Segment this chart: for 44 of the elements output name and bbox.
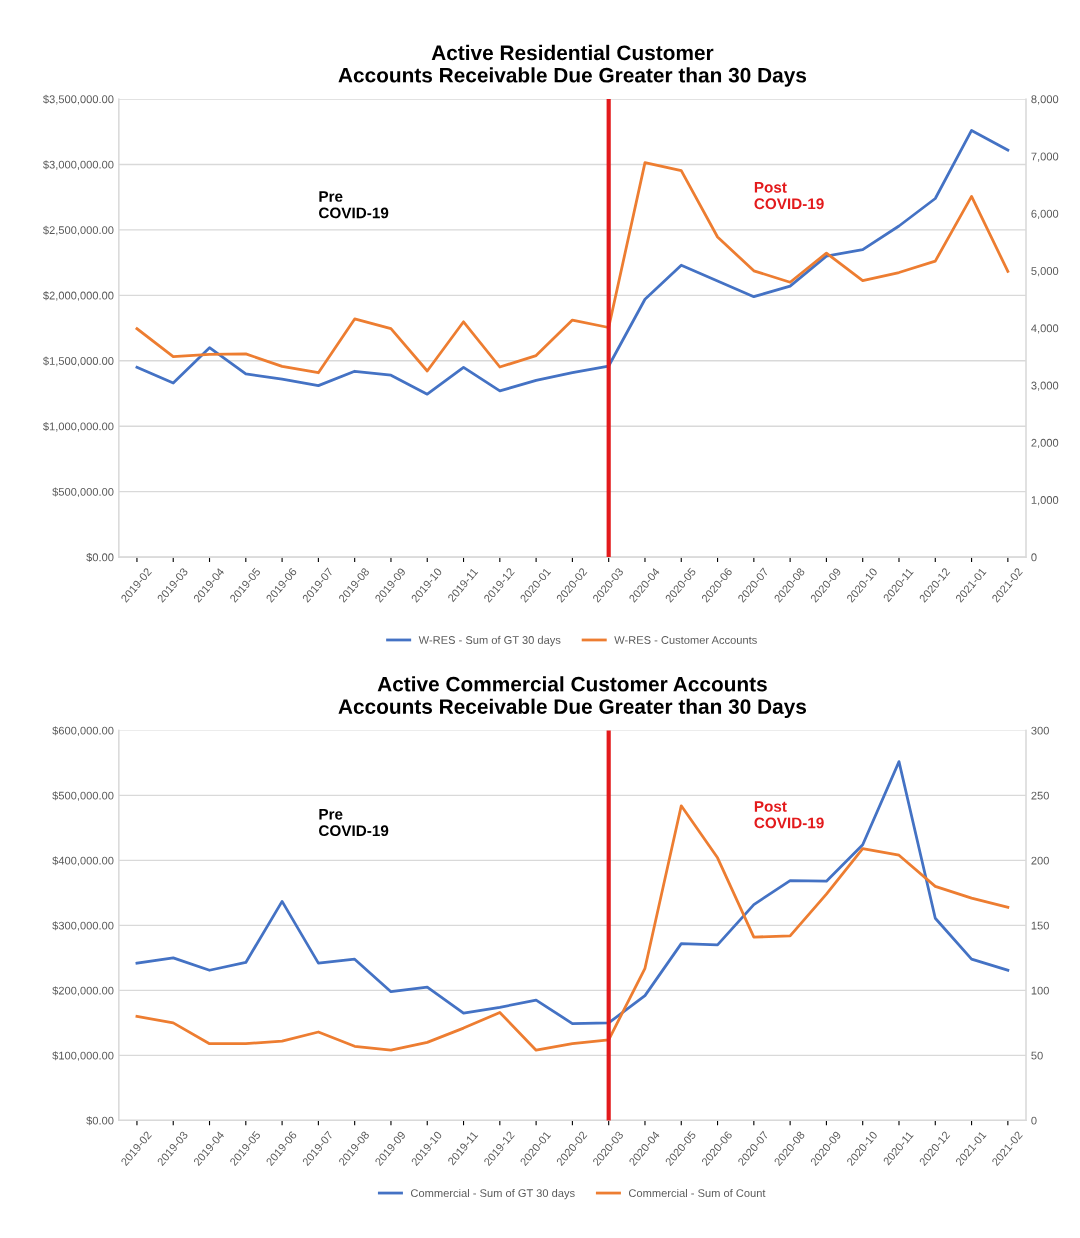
y2-tick-label: 6,000 [1031,209,1059,219]
y2-tick-label: 8,000 [1031,95,1059,105]
y-tick-label: $2,500,000.00 [43,225,114,236]
y2-tick-label: 0 [1031,1116,1037,1125]
legend-label: Commercial - Sum of GT 30 days [410,1188,575,1200]
y-tick-label: $600,000.00 [52,726,114,736]
y-tick-label: $100,000.00 [52,1051,114,1061]
y-tick-label: $2,000,000.00 [43,291,114,301]
annotation: Post COVID-19 [754,801,824,829]
y2-tick-label: 3,000 [1031,381,1059,391]
legend-label: W-RES - Sum of GT 30 days [418,635,561,647]
legend-label: W-RES - Customer Accounts [614,636,757,644]
y2-tick-label: 200 [1031,856,1049,865]
y-tick-label: $0.00 [86,552,114,562]
y-tick-label: $200,000.00 [52,986,114,996]
annotation: Post COVID-19 [754,182,824,210]
y-tick-label: $500,000.00 [52,791,114,801]
y-tick-label: $0.00 [86,1116,114,1126]
legend-label: Commercial - Sum of Count [628,1188,766,1198]
y2-tick-label: 150 [1031,921,1049,930]
y2-tick-label: 50 [1031,1051,1043,1060]
y2-tick-label: 250 [1031,791,1049,800]
y-tick-label: $300,000.00 [52,921,114,931]
y-tick-label: $3,000,000.00 [43,160,114,170]
y2-tick-label: 2,000 [1031,438,1059,449]
y2-tick-label: 0 [1031,553,1037,562]
y-tick-label: $1,000,000.00 [43,422,114,432]
chart-title: Active Residential Customer Accounts Receivable Due Greater than 30 Days [338,44,807,87]
y-tick-label: $3,500,000.00 [43,94,114,105]
line-series [135,760,1010,1025]
y-tick-label: $500,000.00 [52,487,114,498]
y2-tick-label: 5,000 [1031,267,1059,277]
y2-tick-label: 300 [1031,726,1049,735]
annotation: Pre COVID-19 [319,191,389,219]
y-tick-label: $1,500,000.00 [43,356,114,367]
line-series [135,161,1010,375]
y2-tick-label: 1,000 [1031,496,1059,506]
annotation: Pre COVID-19 [319,808,389,837]
line-series [135,129,1010,396]
y2-tick-label: 4,000 [1031,324,1059,334]
y-tick-label: $400,000.00 [52,856,114,866]
y2-tick-label: 7,000 [1031,152,1059,162]
chart-title: Active Commercial Customer Accounts Accounts Receivable Due Greater than 30 Days [338,676,807,719]
y2-tick-label: 100 [1031,986,1049,995]
